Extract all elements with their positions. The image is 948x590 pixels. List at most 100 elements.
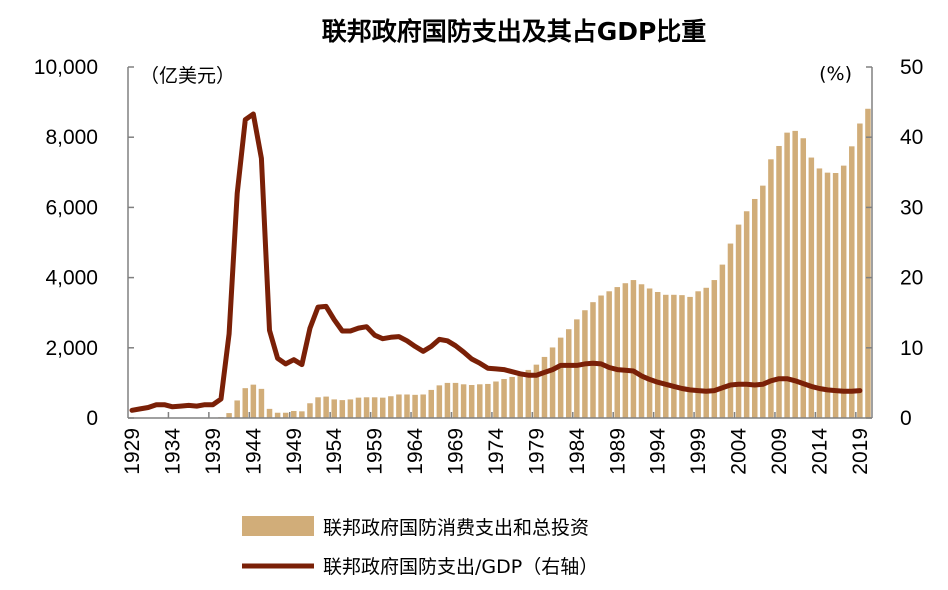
left-tick-label: 4,000 bbox=[45, 267, 98, 290]
legend-line-label: 联邦政府国防支出/GDP（右轴） bbox=[323, 556, 598, 578]
x-tick-label: 1944 bbox=[242, 428, 265, 475]
right-tick-label: 50 bbox=[900, 56, 923, 79]
bar-1976 bbox=[509, 376, 515, 418]
x-tick-label: 1949 bbox=[283, 428, 306, 475]
bar-1945 bbox=[258, 388, 265, 418]
bar-1996 bbox=[671, 294, 677, 418]
bar-1990 bbox=[622, 283, 629, 418]
x-tick-label: 1929 bbox=[121, 428, 144, 475]
x-tick-label: 2019 bbox=[849, 428, 872, 475]
bar-2012 bbox=[800, 138, 807, 419]
bar-1947 bbox=[274, 412, 281, 418]
bar-1969 bbox=[452, 382, 459, 418]
bar-1993 bbox=[646, 288, 653, 418]
bar-1965 bbox=[420, 394, 426, 418]
x-tick-label: 2009 bbox=[768, 428, 791, 475]
bar-2010 bbox=[784, 132, 790, 418]
x-tick-label: 1984 bbox=[566, 428, 589, 475]
bar-2009 bbox=[776, 145, 782, 418]
bar-1973 bbox=[485, 383, 491, 418]
right-tick-label: 40 bbox=[900, 126, 923, 149]
bar-1987 bbox=[598, 295, 604, 418]
bar-1995 bbox=[663, 294, 669, 418]
bar-1998 bbox=[687, 296, 693, 418]
bar-1942 bbox=[234, 400, 240, 418]
bar-1983 bbox=[565, 329, 572, 418]
legend-bar-swatch bbox=[242, 516, 314, 536]
bar-1963 bbox=[404, 394, 410, 418]
bar-1954 bbox=[331, 399, 337, 418]
chart-title: 联邦政府国防支出及其占GDP比重 bbox=[322, 17, 707, 46]
axes: 0 2,000 4,000 6,000 8,000 10,000 0 10 20 30 40 50 19… bbox=[34, 56, 924, 475]
bar-1958 bbox=[363, 397, 370, 418]
legend-bar-label: 联邦政府国防消费支出和总投资 bbox=[323, 517, 589, 539]
left-axis-unit: （亿美元） bbox=[140, 65, 235, 87]
bar-2011 bbox=[792, 130, 798, 418]
bar-1986 bbox=[590, 302, 596, 418]
bar-1978 bbox=[525, 369, 532, 418]
left-tick-label: 6,000 bbox=[45, 196, 98, 219]
left-tick-label: 10,000 bbox=[34, 56, 98, 79]
bar-2000 bbox=[703, 287, 709, 418]
bar-2002 bbox=[719, 264, 726, 418]
line-series-defense-gdp-ratio bbox=[129, 111, 863, 413]
bar-1999 bbox=[695, 291, 701, 418]
x-tick-label: 2004 bbox=[728, 428, 751, 475]
bar-2015 bbox=[824, 172, 831, 418]
x-tick-label: 1954 bbox=[323, 428, 346, 475]
left-tick-label: 2,000 bbox=[45, 337, 98, 360]
bar-1977 bbox=[517, 373, 523, 418]
bar-1988 bbox=[606, 291, 612, 418]
bar-2020 bbox=[865, 108, 871, 419]
bar-1991 bbox=[630, 280, 637, 418]
bar-2014 bbox=[816, 168, 823, 418]
bar-1946 bbox=[266, 408, 273, 418]
x-tick-label: 1964 bbox=[404, 428, 427, 475]
bar-2013 bbox=[808, 157, 815, 419]
bar-1967 bbox=[436, 385, 443, 418]
left-tick-label: 8,000 bbox=[45, 126, 98, 149]
bar-1968 bbox=[444, 382, 451, 418]
bar-1961 bbox=[388, 396, 394, 418]
bar-2006 bbox=[751, 198, 758, 418]
x-tick-label: 1999 bbox=[687, 428, 710, 475]
bar-1944 bbox=[250, 384, 257, 418]
x-tick-label: 1939 bbox=[202, 428, 225, 475]
x-tick-label: 1979 bbox=[525, 428, 548, 475]
bar-1943 bbox=[242, 388, 249, 418]
x-tick-label: 1989 bbox=[606, 428, 629, 475]
bar-2008 bbox=[768, 159, 774, 419]
left-tick-label: 0 bbox=[86, 407, 98, 430]
bar-1957 bbox=[355, 397, 362, 418]
bar-1997 bbox=[679, 295, 685, 418]
bar-1951 bbox=[307, 403, 313, 418]
right-tick-label: 10 bbox=[900, 337, 923, 360]
bar-2018 bbox=[849, 146, 855, 419]
bar-series bbox=[129, 108, 871, 419]
bar-1971 bbox=[468, 385, 475, 418]
bar-1992 bbox=[638, 284, 645, 418]
bar-1989 bbox=[614, 287, 621, 418]
bar-2016 bbox=[832, 173, 839, 418]
bar-2005 bbox=[743, 211, 750, 418]
bar-1960 bbox=[379, 397, 386, 418]
x-tick-label: 1974 bbox=[485, 428, 508, 475]
right-tick-label: 30 bbox=[900, 196, 923, 219]
bar-1984 bbox=[574, 319, 580, 418]
bar-2007 bbox=[760, 185, 766, 418]
bar-2019 bbox=[857, 123, 863, 419]
x-tick-label: 1969 bbox=[445, 428, 468, 475]
bar-1970 bbox=[460, 384, 467, 418]
x-tick-label: 1994 bbox=[647, 428, 670, 475]
x-tick-label: 1959 bbox=[364, 428, 387, 475]
bar-1941 bbox=[226, 413, 232, 418]
right-tick-label: 0 bbox=[900, 407, 912, 430]
right-axis-unit: (%) bbox=[819, 63, 852, 85]
bar-1962 bbox=[396, 394, 402, 418]
bar-1952 bbox=[315, 397, 321, 418]
bar-1979 bbox=[533, 364, 540, 418]
bar-1975 bbox=[501, 379, 507, 418]
bar-1980 bbox=[541, 356, 548, 418]
bar-2003 bbox=[727, 243, 734, 418]
